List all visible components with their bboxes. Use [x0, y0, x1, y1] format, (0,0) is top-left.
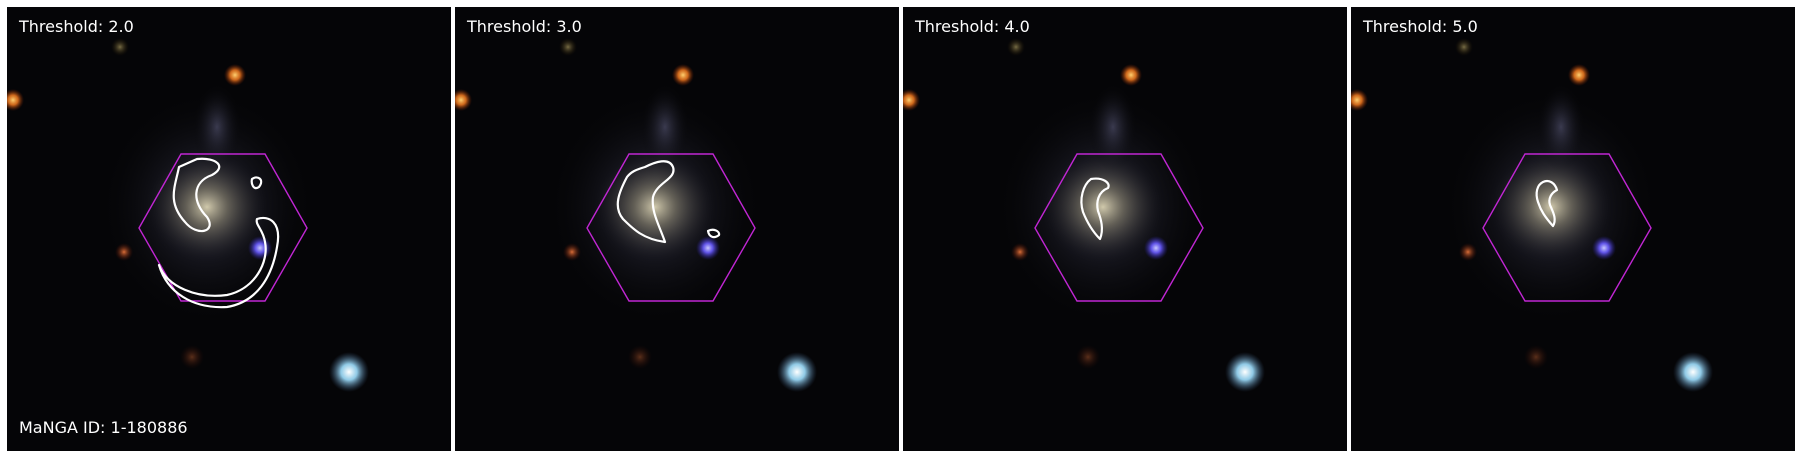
threshold-contour [1535, 179, 1559, 228]
threshold-label: Threshold: 5.0 [1363, 17, 1478, 36]
manga-ifu-hexagon [138, 153, 308, 302]
threshold-label: Threshold: 2.0 [19, 17, 134, 36]
manga-ifu-hexagon [1482, 153, 1652, 302]
galaxy-image [7, 7, 451, 451]
manga-ifu-hexagon [586, 153, 756, 302]
panel-threshold-5: Threshold: 5.0 [1351, 7, 1795, 451]
threshold-label: Threshold: 4.0 [915, 17, 1030, 36]
panel-threshold-3: Threshold: 3.0 [455, 7, 899, 451]
threshold-label: Threshold: 3.0 [467, 17, 582, 36]
panel-threshold-4: Threshold: 4.0 [903, 7, 1347, 451]
manga-ifu-hexagon [1034, 153, 1204, 302]
galaxy-image [1351, 7, 1795, 451]
galaxy-image [455, 7, 899, 451]
manga-id-label: MaNGA ID: 1-180886 [19, 418, 188, 437]
panel-threshold-2: Threshold: 2.0 MaNGA ID: 1-180886 [7, 7, 451, 451]
threshold-contour [616, 160, 721, 244]
threshold-contour [1080, 177, 1110, 241]
galaxy-image [903, 7, 1347, 451]
threshold-contour [157, 157, 280, 309]
